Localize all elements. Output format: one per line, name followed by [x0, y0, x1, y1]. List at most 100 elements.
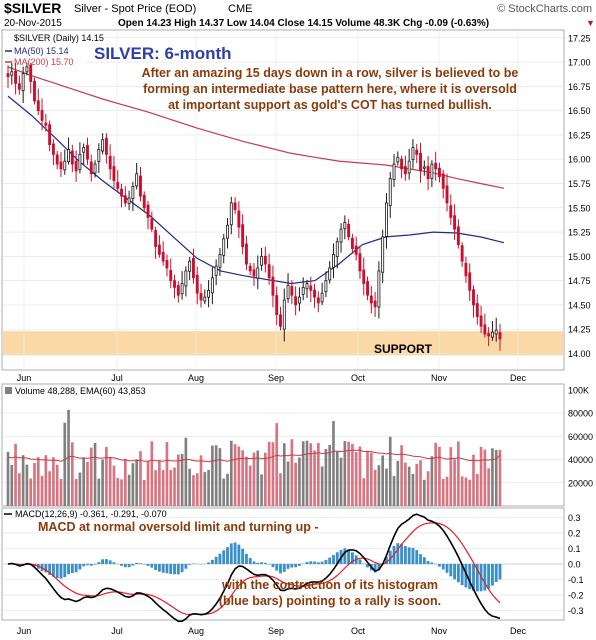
macd-histogram-bar: [104, 559, 108, 564]
macd-histogram-bar: [279, 564, 282, 574]
volume-bar: [313, 450, 316, 506]
candle-body: [157, 244, 161, 255]
candle-body: [82, 147, 86, 153]
price-axis: 14.00 14.25 14.50 14.75 15.00 15.25 15.50 15.75…: [568, 33, 591, 359]
volume-bar: [472, 454, 475, 506]
volume-bar: [445, 476, 449, 506]
price-tick-label: 15.50: [568, 203, 591, 213]
macd-histogram-bar: [441, 564, 445, 570]
volume-bar: [305, 440, 309, 506]
price-tick-label: 17.25: [568, 33, 591, 43]
candle-body: [173, 280, 176, 288]
candle-body: [78, 153, 82, 171]
candle-body: [146, 204, 150, 218]
candle-body: [434, 162, 438, 170]
macd-histogram-bar: [332, 554, 335, 564]
candle-body: [388, 178, 392, 207]
candle-body: [494, 329, 498, 335]
volume-bar: [25, 464, 29, 506]
macd-histogram-bar: [146, 564, 150, 566]
macd-tick-label: -0.3: [568, 606, 584, 616]
volume-bar: [44, 455, 48, 506]
macd-histogram-bar: [419, 554, 422, 564]
candle-body: [324, 280, 328, 293]
macd-histogram-bar: [252, 561, 256, 564]
volume-bar: [218, 448, 222, 506]
macd-histogram-bar: [263, 562, 267, 564]
candle-body: [214, 265, 218, 276]
macd-month-label: Jul: [111, 626, 123, 636]
candle-body: [36, 100, 40, 112]
volume-bar: [131, 463, 135, 506]
quote-line: Open 14.23 High 14.37 Low 14.04 Close 14…: [118, 18, 489, 29]
volume-bar: [366, 450, 369, 506]
candle-body: [256, 267, 260, 279]
macd-histogram-bar: [483, 564, 487, 591]
macd-histogram-bar: [131, 564, 135, 566]
volume-legend-swatch: [5, 387, 12, 394]
macd-histogram-bar: [233, 542, 237, 564]
macd-histogram-bar: [438, 564, 441, 567]
candle-body: [40, 110, 44, 121]
volume-bar: [434, 442, 437, 506]
volume-bar: [301, 441, 305, 506]
macd-annotation-top: MACD at normal oversold limit and turnin…: [38, 520, 319, 534]
volume-bar: [441, 478, 445, 506]
volume-bar: [491, 448, 494, 506]
macd-histogram-bar: [385, 557, 388, 564]
candle-body: [460, 245, 464, 262]
volume-tick-label: 40000: [568, 455, 593, 465]
volume-bar: [298, 457, 301, 506]
macd-histogram-bar: [82, 564, 86, 567]
candle-body: [438, 167, 441, 178]
macd-histogram-bar: [97, 562, 101, 564]
candle-body: [403, 166, 407, 175]
macd-histogram-bar: [101, 559, 105, 564]
volume-bar: [422, 479, 426, 506]
macd-histogram-bar: [350, 552, 354, 564]
macd-histogram-bar: [184, 564, 188, 569]
price-x-axis: Jun Jul Aug Sep Oct Nov Dec: [17, 373, 527, 383]
volume-bar: [320, 466, 324, 506]
volume-bar: [294, 462, 297, 506]
volume-bar: [116, 477, 120, 506]
candle-body: [142, 194, 146, 209]
volume-bar: [78, 472, 82, 506]
macd-histogram-bar: [154, 564, 158, 570]
volume-legend: Volume 48,288, EMA(60) 43,853: [15, 386, 146, 396]
volume-tick-label: 20000: [568, 478, 593, 488]
candle-body: [373, 300, 377, 308]
candle-body: [139, 175, 142, 197]
volume-bar: [241, 450, 244, 506]
legend-ma200: MA(200) 15.70: [14, 57, 74, 67]
macd-histogram-bar: [229, 543, 233, 564]
price-tick-label: 15.00: [568, 252, 591, 262]
macd-histogram-bar: [460, 564, 464, 586]
candle-body: [25, 66, 29, 73]
candle-body: [150, 218, 154, 230]
volume-bar: [229, 440, 233, 506]
legend-box: [4, 33, 86, 63]
macd-histogram-bar: [161, 564, 165, 573]
volume-bar: [282, 443, 286, 506]
candle-body: [468, 272, 472, 291]
macd-histogram-bar: [157, 564, 161, 572]
volume-bar: [63, 422, 67, 506]
volume-bar: [494, 449, 498, 506]
candle-body: [222, 238, 226, 256]
macd-histogram-bar: [123, 564, 127, 568]
candle-body: [112, 166, 116, 181]
volume-bar: [233, 444, 237, 506]
candle-body: [343, 221, 347, 230]
candle-body: [275, 295, 279, 316]
price-tick-label: 14.50: [568, 300, 591, 310]
macd-histogram-bar: [294, 564, 298, 568]
macd-histogram-bar: [70, 564, 74, 574]
volume-ema-line: [7, 449, 501, 463]
legend-ma50: MA(50) 15.14: [14, 46, 69, 56]
candle-body: [104, 137, 108, 155]
macd-histogram-bar: [165, 564, 169, 574]
macd-histogram-bar: [127, 564, 131, 568]
annotation-line-1: After an amazing 15 days down in a row, …: [142, 66, 519, 80]
candle-body: [305, 283, 309, 290]
